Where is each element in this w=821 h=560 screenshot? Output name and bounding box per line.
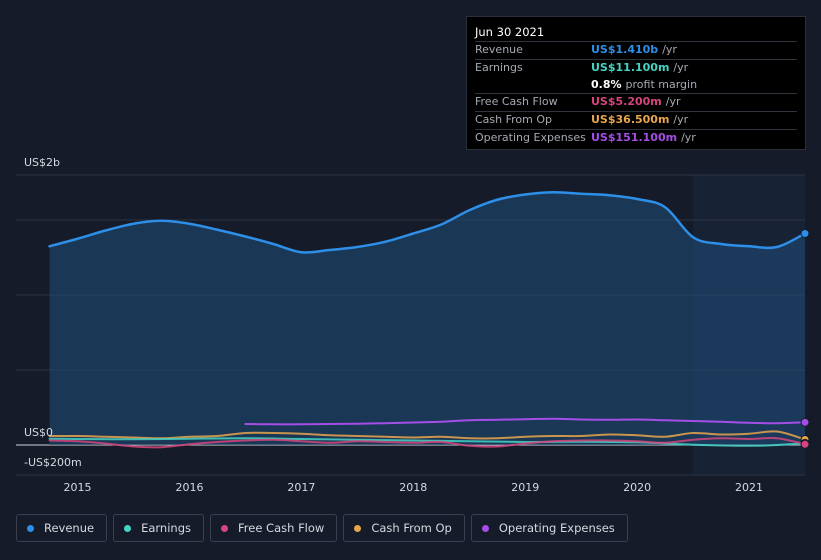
x-tick-label: 2021: [735, 481, 763, 494]
tooltip-label: Earnings: [475, 60, 523, 74]
tooltip-row: Revenue US$1.410b/yr: [475, 41, 797, 59]
x-tick-label: 2016: [175, 481, 203, 494]
tooltip-value: US$1.410b: [591, 43, 659, 56]
x-tick-label: 2017: [287, 481, 315, 494]
data-tooltip: Jun 30 2021 Revenue US$1.410b/yr Earnings U…: [466, 16, 806, 150]
free-cash-flow-line: [48, 437, 806, 449]
operating-expenses-endpoint: [800, 417, 810, 427]
legend-label: Cash From Op: [371, 521, 452, 535]
legend-label: Operating Expenses: [498, 521, 615, 535]
tooltip-unit: /yr: [662, 43, 677, 56]
tooltip-date: Jun 30 2021: [475, 25, 545, 39]
tooltip-unit: /yr: [673, 60, 689, 74]
legend-revenue[interactable]: Revenue: [16, 514, 108, 542]
x-tick-label: 2015: [64, 481, 92, 494]
tooltip-unit: /yr: [673, 113, 689, 127]
series-layer: [48, 190, 810, 449]
legend-dot-icon: [221, 524, 228, 532]
tooltip-value: US$11.100m: [591, 60, 670, 74]
tooltip-label: Operating Expenses: [475, 130, 586, 144]
legend-dot-icon: [481, 524, 489, 532]
tooltip-label: Free Cash Flow: [475, 95, 558, 109]
legend-label: Free Cash Flow: [238, 521, 325, 535]
tooltip-row: Earnings US$11.100m/yr: [475, 58, 797, 77]
y-axis-zero-label: US$0: [24, 426, 53, 439]
legend-cash-from-op[interactable]: Cash From Op: [343, 514, 465, 542]
cash-from-op-line: [48, 430, 806, 441]
legend-earnings[interactable]: Earnings: [113, 514, 204, 542]
legend-dot-icon: [354, 524, 362, 532]
y-axis-bottom-label: -US$200m: [24, 456, 82, 469]
tooltip-value: US$36.500m: [591, 113, 670, 127]
earnings-line: [48, 437, 806, 447]
x-tick-label: 2020: [623, 481, 651, 494]
revenue-area: [49, 192, 806, 445]
tooltip-unit: profit margin: [625, 77, 698, 91]
free-cash-flow-endpoint: [800, 439, 810, 449]
legend-label: Revenue: [44, 521, 95, 535]
tooltip-row: Cash From Op US$36.500m/yr: [475, 111, 797, 129]
tooltip-label: Revenue: [475, 43, 523, 56]
tooltip-row: Operating Expenses US$151.100m/yr: [475, 128, 797, 147]
tooltip-value: US$5.200m: [591, 95, 662, 109]
legend-operating-expenses[interactable]: Operating Expenses: [470, 514, 628, 542]
operating-expenses-line: [244, 417, 806, 426]
tooltip-value: 0.8%: [591, 77, 622, 91]
tooltip-unit: /yr: [681, 130, 696, 144]
tooltip-row: 0.8% profit margin: [475, 77, 797, 94]
tooltip-label: [475, 77, 591, 94]
tooltip-unit: /yr: [665, 95, 681, 109]
legend-free-cash-flow[interactable]: Free Cash Flow: [210, 514, 338, 542]
x-axis-ticks: 2015 2016 2017 2018 2019 2020 2021: [64, 481, 763, 494]
legend-dot-icon: [124, 524, 132, 532]
x-tick-label: 2018: [399, 481, 427, 494]
tooltip-row: Free Cash Flow US$5.200m/yr: [475, 93, 797, 111]
revenue-endpoint: [800, 229, 810, 238]
x-tick-label: 2019: [511, 481, 539, 494]
y-axis-top-label: US$2b: [24, 156, 60, 169]
revenue-line: [48, 190, 807, 254]
chart-legend: Revenue Earnings Free Cash Flow Cash From O…: [16, 514, 628, 542]
tooltip-label: Cash From Op: [475, 113, 553, 127]
legend-dot-icon: [27, 524, 34, 532]
legend-label: Earnings: [141, 521, 191, 535]
tooltip-value: US$151.100m: [591, 130, 678, 144]
